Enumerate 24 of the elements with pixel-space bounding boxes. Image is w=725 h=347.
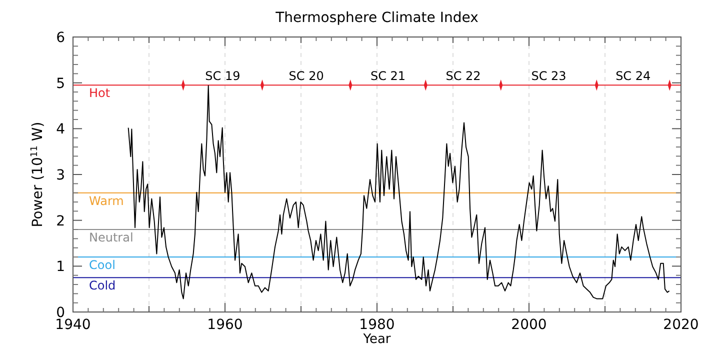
- ref-line-label: Cold: [89, 278, 116, 293]
- chart-title: Thermosphere Climate Index: [274, 10, 478, 26]
- y-tick-label: 4: [56, 122, 66, 138]
- x-tick-label: 1960: [207, 317, 243, 333]
- x-tick-label: 2020: [663, 317, 699, 333]
- annotation: SC 19: [205, 69, 240, 84]
- annotation: SC 23: [531, 69, 566, 84]
- annotation: SC 24: [616, 69, 651, 84]
- x-tick-label: 1980: [359, 317, 395, 333]
- x-tick-label: 2000: [511, 317, 547, 333]
- y-tick-label: 2: [56, 213, 65, 230]
- ref-line-label: Cool: [89, 258, 116, 272]
- annotation: SC 21: [370, 69, 406, 84]
- y-tick-label: 5: [56, 76, 65, 92]
- ref-line-label: Warm: [89, 194, 124, 208]
- y-tick-label: 3: [56, 168, 65, 184]
- ref-line-label: Hot: [89, 86, 110, 100]
- annotation: SC 20: [288, 69, 324, 84]
- y-tick-label: 1: [56, 259, 65, 276]
- x-tick-label: 1940: [55, 317, 91, 333]
- ref-line-label: Neutral: [89, 230, 134, 244]
- y-tick-label: 6: [56, 30, 66, 46]
- x-axis-title: Year: [362, 332, 392, 347]
- annotation: SC 22: [446, 69, 481, 84]
